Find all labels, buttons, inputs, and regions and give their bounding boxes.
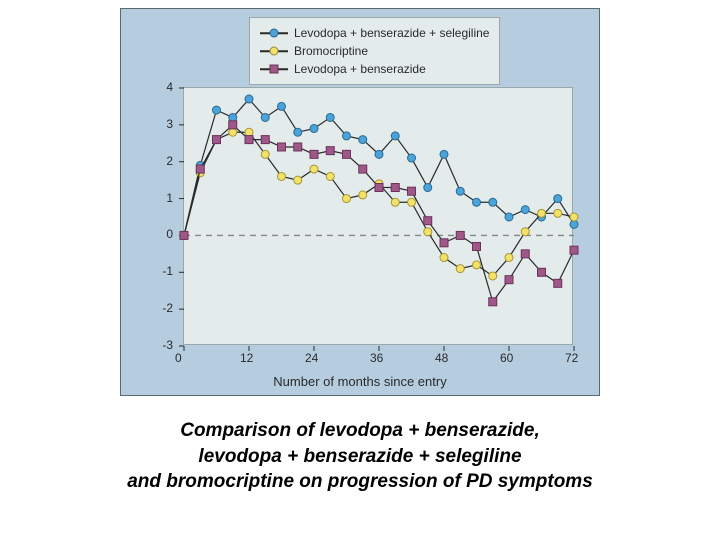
- x-tick-label: 60: [500, 351, 513, 365]
- legend-marker-circle: [260, 45, 288, 57]
- x-axis-label: Number of months since entry: [273, 374, 446, 389]
- caption: Comparison of levodopa + benserazide, le…: [127, 418, 593, 495]
- caption-line: levodopa + benserazide + selegiline: [127, 444, 593, 470]
- x-tick-label: 36: [370, 351, 383, 365]
- y-tick-label: 4: [166, 80, 173, 94]
- x-tick-label: 12: [240, 351, 253, 365]
- x-tick-label: 0: [175, 351, 182, 365]
- legend-label: Levodopa + benserazide: [294, 60, 426, 78]
- plot-area: [183, 87, 573, 345]
- x-tick-label: 24: [305, 351, 318, 365]
- x-tick-label: 48: [435, 351, 448, 365]
- legend-label: Bromocriptine: [294, 42, 368, 60]
- y-tick-label: -2: [162, 301, 173, 315]
- y-tick-label: 2: [166, 154, 173, 168]
- legend: Levodopa + benserazide + selegiline Brom…: [249, 17, 500, 85]
- chart-frame: Levodopa + benserazide + selegiline Brom…: [120, 8, 600, 396]
- caption-line: and bromocriptine on progression of PD s…: [127, 469, 593, 495]
- y-tick-label: 1: [166, 191, 173, 205]
- x-tick-label: 72: [565, 351, 578, 365]
- legend-marker-circle: [260, 27, 288, 39]
- legend-item: Levodopa + benserazide: [260, 60, 489, 78]
- caption-line: Comparison of levodopa + benserazide,: [127, 418, 593, 444]
- legend-label: Levodopa + benserazide + selegiline: [294, 24, 489, 42]
- legend-marker-square: [260, 63, 288, 75]
- legend-item: Levodopa + benserazide + selegiline: [260, 24, 489, 42]
- legend-item: Bromocriptine: [260, 42, 489, 60]
- y-tick-label: 0: [166, 227, 173, 241]
- y-tick-label: -1: [162, 264, 173, 278]
- chart-svg: [184, 88, 574, 346]
- y-tick-label: 3: [166, 117, 173, 131]
- y-tick-label: -3: [162, 338, 173, 352]
